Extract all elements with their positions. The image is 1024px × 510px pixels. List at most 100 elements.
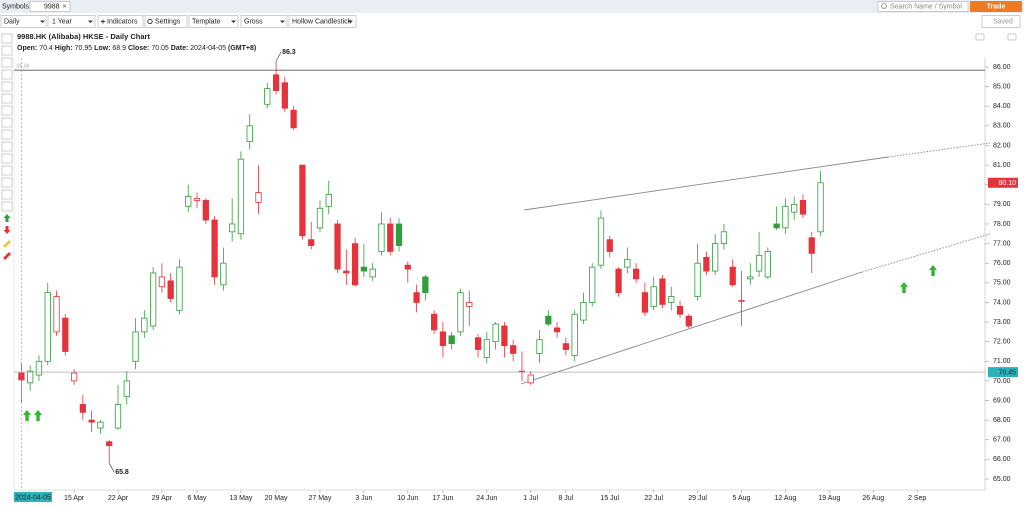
- y-tick-label: 69.00: [993, 397, 1011, 404]
- window-icon[interactable]: [975, 33, 985, 41]
- tool[interactable]: [1, 105, 13, 116]
- x-tick-label: 15 Jul: [600, 495, 619, 502]
- candle-body: [378, 223, 385, 252]
- style-select[interactable]: [288, 15, 357, 28]
- tool[interactable]: [1, 93, 13, 104]
- window-icon[interactable]: [1007, 33, 1017, 41]
- candle-body: [431, 313, 438, 331]
- tool[interactable]: [1, 57, 13, 68]
- candle-body: [501, 325, 508, 347]
- candle-body: [369, 268, 376, 278]
- candle-body: [35, 360, 43, 376]
- info-value: 70.95: [75, 45, 93, 52]
- gear-icon: [147, 18, 153, 25]
- tool[interactable]: [1, 45, 13, 56]
- indicators-button[interactable]: [97, 15, 144, 28]
- up-arrow[interactable]: [900, 282, 908, 293]
- candle-body: [114, 404, 122, 429]
- candle-body: [167, 280, 174, 299]
- horizontal-line-label: 85.84: [17, 63, 30, 69]
- candle-body: [79, 404, 86, 413]
- extreme-label: 65.8: [115, 469, 129, 476]
- info-label: Close:: [128, 45, 149, 52]
- candle-body: [53, 296, 60, 333]
- y-tick-label: 68.00: [993, 417, 1011, 424]
- y-tick-label: 76.00: [993, 260, 1011, 267]
- tool[interactable]: [1, 117, 13, 128]
- up-arrow[interactable]: [34, 410, 42, 421]
- candle-body: [817, 182, 824, 233]
- candle-body: [202, 200, 209, 221]
- tool[interactable]: [1, 81, 13, 92]
- candle-body: [272, 74, 280, 91]
- template-select[interactable]: [188, 15, 239, 28]
- x-tick-label: 8 Jul: [558, 495, 573, 502]
- ohlc-info: Open: 70.4 High: 70.95 Low: 68.9 Close: …: [17, 45, 256, 52]
- settings-button[interactable]: [144, 15, 188, 28]
- candle-body: [668, 296, 675, 303]
- candle-body: [185, 196, 192, 207]
- candle-body: [536, 339, 543, 354]
- symbols-label: Symbols:: [2, 3, 31, 10]
- range-select[interactable]: [47, 15, 96, 28]
- candle-body: [527, 374, 534, 384]
- trend-line[interactable]: [523, 156, 889, 211]
- y-tick-label: 75.00: [993, 280, 1011, 287]
- candle-body: [632, 268, 640, 280]
- x-tick-label: 20 May: [265, 495, 288, 502]
- clear-icon[interactable]: [62, 4, 67, 8]
- pencil-tool[interactable]: [3, 240, 11, 248]
- candle-body: [141, 317, 148, 333]
- symbol-input[interactable]: [29, 1, 71, 12]
- tool[interactable]: [1, 201, 13, 212]
- candle-body: [553, 327, 561, 333]
- y-tick-label: 83.00: [993, 123, 1011, 130]
- y-tick-label: 66.00: [993, 456, 1011, 463]
- tool[interactable]: [1, 165, 13, 176]
- candle-body: [62, 317, 69, 352]
- plus-icon: [101, 19, 105, 24]
- tool[interactable]: [1, 141, 13, 152]
- tool[interactable]: [1, 69, 13, 80]
- candle-body: [44, 292, 51, 362]
- crosshair-date-box: [14, 492, 52, 502]
- tool[interactable]: [1, 129, 13, 140]
- eraser-tool[interactable]: [3, 252, 11, 260]
- arrow-markers: [23, 265, 937, 421]
- candle-body: [176, 266, 183, 311]
- trend-line[interactable]: [520, 271, 863, 385]
- search-box[interactable]: [877, 1, 969, 12]
- tool[interactable]: [1, 177, 13, 188]
- down-arrow-tool[interactable]: [3, 226, 11, 234]
- x-tick-label: 29 Jul: [688, 495, 707, 502]
- tool[interactable]: [1, 189, 13, 200]
- dropdown-arrow: [280, 20, 285, 23]
- candle-body: [325, 194, 332, 207]
- trade-button[interactable]: [970, 1, 1022, 12]
- tool[interactable]: [1, 33, 13, 44]
- dropdown-arrow: [40, 20, 45, 23]
- candle-body: [413, 292, 420, 303]
- scale-select[interactable]: [240, 15, 288, 28]
- up-arrow[interactable]: [23, 410, 31, 421]
- candle-body: [562, 343, 569, 350]
- x-tick-label: 19 Aug: [818, 495, 840, 502]
- candle-body: [334, 223, 341, 270]
- y-tick-label: 74.00: [993, 299, 1011, 306]
- y-tick-label: 71.00: [993, 358, 1011, 365]
- y-tick-label: 84.00: [993, 103, 1011, 110]
- y-tick-label: 77.00: [993, 240, 1011, 247]
- candle-body: [246, 125, 253, 142]
- interval-select[interactable]: [0, 15, 47, 28]
- x-tick-label: 17 Jun: [432, 495, 453, 502]
- candle-body: [351, 243, 359, 286]
- saved-button[interactable]: [981, 15, 1021, 28]
- info-label: Open:: [17, 45, 37, 52]
- candle-body: [703, 256, 710, 272]
- up-arrow-tool[interactable]: [3, 214, 11, 222]
- info-label: Date:: [171, 45, 189, 52]
- range-label: 1 Year: [52, 19, 73, 26]
- up-arrow[interactable]: [929, 265, 937, 276]
- y-tick-label: 67.00: [993, 437, 1011, 444]
- tool[interactable]: [1, 153, 13, 164]
